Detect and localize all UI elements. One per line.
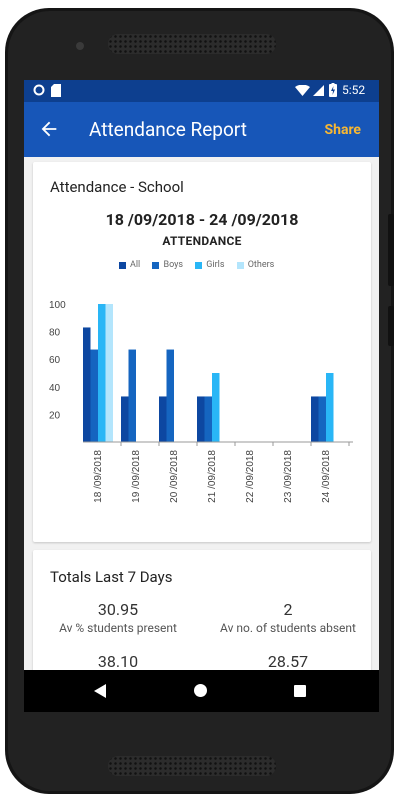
bar-others (105, 304, 113, 442)
x-tick-label: 18 /09/2018 (93, 450, 104, 503)
stat-absent-value: 2 (283, 600, 293, 619)
legend-swatch-boys (152, 261, 160, 269)
x-tick-label: 20 /09/2018 (169, 450, 180, 503)
attendance-card: Attendance - School 18 /09/2018 - 24 /09… (33, 162, 371, 542)
stat-present-label: Av % students present (59, 621, 177, 635)
y-tick-label: 40 (49, 383, 61, 394)
legend-swatch-all (119, 261, 126, 269)
navigation-bar (24, 670, 379, 712)
bar-all (159, 396, 167, 442)
stat-present-value: 30.95 (97, 600, 139, 619)
stat-third: 38.10 (33, 652, 203, 671)
bar-all (121, 396, 129, 442)
totals-card-heading: Totals Last 7 Days (50, 568, 173, 586)
legend-label-boys: Boys (163, 260, 184, 270)
chart-legend: All Boys Girls Others (119, 260, 284, 270)
y-tick-label: 80 (49, 328, 61, 339)
x-tick-label: 23 /09/2018 (283, 450, 294, 503)
attendance-bar-chart: 20 40 60 80 100 18 /09/2018 19 /09/2018 20 /09/… (49, 300, 353, 503)
stat-present: 30.95 Av % students present (33, 600, 203, 635)
wifi-icon (295, 85, 310, 96)
bar-girls (98, 304, 106, 442)
volume-button (388, 214, 394, 286)
bar-boys (90, 349, 98, 442)
bar-boys (166, 349, 174, 442)
attendance-card-heading: Attendance - School (50, 178, 184, 196)
stat-absent-label: Av no. of students absent (220, 621, 356, 635)
stat-fourth: 28.57 (203, 652, 373, 671)
bottom-speaker-grille (108, 756, 276, 776)
stat-third-value: 38.10 (97, 652, 139, 671)
bar-boys (128, 349, 136, 442)
legend-label-all: All (130, 260, 141, 270)
bar-boys (204, 396, 212, 442)
y-tick-label: 20 (49, 410, 61, 421)
bar-boys (318, 396, 326, 442)
screen: 5:52 Attendance Report Share Attendance … (24, 80, 379, 712)
stat-fourth-value: 28.57 (267, 652, 309, 671)
date-range: 18 /09/2018 - 24 /09/2018 (105, 210, 299, 229)
status-time: 5:52 (342, 83, 366, 97)
bar-all (83, 327, 91, 442)
bar-girls (326, 373, 334, 442)
status-bar: 5:52 (24, 80, 379, 102)
nav-home-icon[interactable] (194, 684, 207, 697)
legend-label-girls: Girls (206, 260, 225, 270)
legend-swatch-girls (195, 261, 203, 269)
x-tick-label: 22 /09/2018 (245, 450, 256, 503)
stat-absent: 2 Av no. of students absent (203, 600, 373, 635)
arrow-back-icon[interactable] (38, 118, 60, 140)
x-tick-label: 24 /09/2018 (321, 450, 332, 503)
chart-title: ATTENDANCE (162, 234, 242, 248)
share-button[interactable]: Share (324, 122, 361, 138)
bar-all (311, 396, 319, 442)
y-tick-label: 100 (49, 300, 66, 311)
x-tick-label: 21 /09/2018 (207, 450, 218, 503)
battery-charging-icon (329, 83, 337, 97)
circle-icon (33, 84, 45, 96)
top-speaker-grille (108, 34, 276, 54)
front-camera (76, 42, 84, 50)
y-tick-label: 60 (49, 355, 61, 366)
legend-label-others: Others (247, 260, 275, 270)
nav-recents-icon[interactable] (294, 685, 306, 697)
app-bar: Attendance Report Share (24, 102, 379, 157)
bar-girls (212, 373, 220, 442)
signal-icon (313, 85, 324, 96)
page-title: Attendance Report (89, 118, 247, 141)
sd-card-icon (51, 84, 61, 97)
bar-all (197, 396, 205, 442)
x-tick-label: 19 /09/2018 (131, 450, 142, 503)
legend-swatch-others (236, 261, 244, 269)
power-button (388, 306, 394, 346)
nav-back-icon[interactable] (94, 684, 106, 698)
